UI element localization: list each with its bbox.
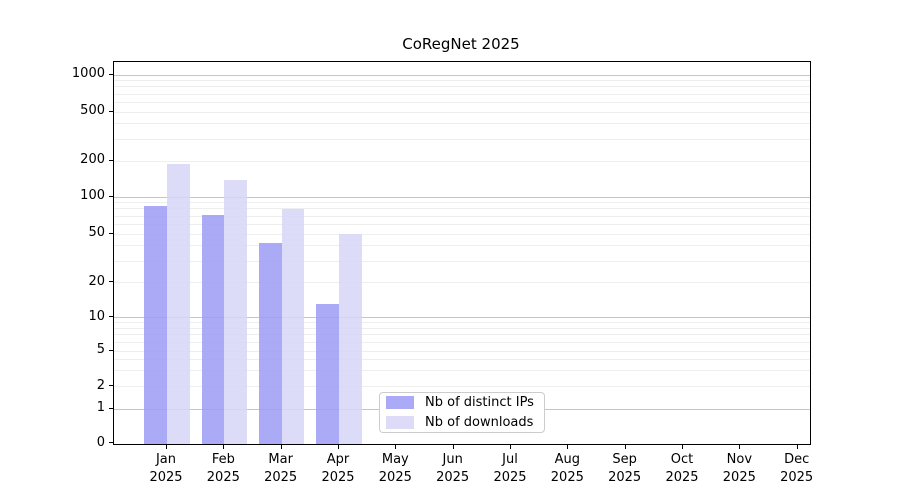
gridline xyxy=(114,334,810,336)
gridline xyxy=(114,317,810,318)
legend-item-distinct-ips: Nb of distinct IPs xyxy=(386,395,538,411)
legend-swatch-downloads xyxy=(386,415,414,429)
y-tick-mark xyxy=(109,385,114,387)
y-tick-mark xyxy=(109,407,114,409)
gridline xyxy=(114,93,810,95)
gridline xyxy=(114,74,810,76)
y-tick-mark xyxy=(109,110,114,112)
x-tick-mark xyxy=(796,444,798,449)
x-tick-label-oct: Oct 2025 xyxy=(665,452,699,485)
gridline xyxy=(114,123,810,125)
y-tick-label: 100 xyxy=(80,188,105,203)
gridline xyxy=(114,260,810,262)
gridline xyxy=(114,350,810,352)
x-tick-label-aug: Aug 2025 xyxy=(550,452,584,485)
gridline xyxy=(114,208,810,210)
y-tick-label: 50 xyxy=(88,225,105,240)
y-tick-mark xyxy=(109,73,114,75)
bar-downloads-feb xyxy=(224,179,248,444)
x-tick-mark xyxy=(166,444,167,449)
gridline xyxy=(114,215,810,217)
x-tick-label-mar: Mar 2025 xyxy=(264,452,298,485)
x-tick-label-dec: Dec 2025 xyxy=(780,452,814,485)
gridline xyxy=(114,370,810,372)
y-tick-label: 500 xyxy=(80,103,105,118)
gridline xyxy=(114,196,810,198)
x-tick-mark xyxy=(567,444,569,449)
x-tick-mark xyxy=(739,444,741,449)
gridline xyxy=(114,386,810,388)
bar-downloads-mar xyxy=(281,208,305,444)
y-tick-mark xyxy=(109,159,114,161)
y-tick-mark xyxy=(109,281,114,283)
y-tick-label: 1000 xyxy=(71,66,105,81)
y-tick-label: 20 xyxy=(88,273,105,289)
y-tick-mark xyxy=(109,195,114,197)
x-tick-label-feb: Feb 2025 xyxy=(206,452,240,485)
gridline xyxy=(114,86,810,88)
gridline xyxy=(114,111,810,113)
x-tick-mark xyxy=(509,444,511,449)
legend-label-distinct-ips: Nb of distinct IPs xyxy=(425,395,534,411)
y-tick-label: 2 xyxy=(96,377,105,393)
bar-distinct-ips-apr xyxy=(316,304,339,444)
bar-distinct-ips-feb xyxy=(201,214,225,444)
legend-label-downloads: Nb of downloads xyxy=(425,414,534,430)
x-tick-mark xyxy=(337,444,339,449)
gridline xyxy=(114,327,810,329)
gridline xyxy=(114,223,810,225)
y-tick-label: 1 xyxy=(96,400,105,416)
y-tick-mark xyxy=(109,442,114,444)
gridline xyxy=(114,233,810,235)
bar-distinct-ips-mar xyxy=(258,243,282,444)
legend: Nb of distinct IPs Nb of downloads xyxy=(379,392,545,433)
x-tick-label-nov: Nov 2025 xyxy=(722,452,756,485)
plot-area xyxy=(113,61,811,445)
y-tick-mark xyxy=(109,232,114,234)
gridline xyxy=(114,245,810,247)
y-tick-label: 10 xyxy=(88,308,105,324)
legend-item-downloads: Nb of downloads xyxy=(386,415,538,431)
x-tick-mark xyxy=(624,444,626,449)
gridline xyxy=(114,202,810,204)
x-tick-label-may: May 2025 xyxy=(378,452,412,485)
gridline xyxy=(114,341,810,343)
x-tick-label-sep: Sep 2025 xyxy=(608,452,642,485)
gridline xyxy=(114,160,810,162)
chart-title: CoRegNet 2025 xyxy=(402,35,520,53)
gridline xyxy=(114,138,810,140)
x-tick-mark xyxy=(223,444,225,449)
x-tick-mark xyxy=(452,444,454,449)
y-tick-label: 0 xyxy=(96,434,105,450)
y-tick-mark xyxy=(109,349,114,351)
x-tick-label-jul: Jul 2025 xyxy=(493,452,527,485)
gridline xyxy=(114,322,810,324)
gridline xyxy=(114,101,810,103)
gridline xyxy=(114,359,810,361)
bar-downloads-jan xyxy=(167,163,190,444)
x-tick-mark xyxy=(681,444,683,449)
gridline xyxy=(114,80,810,82)
x-tick-mark xyxy=(395,444,397,449)
bar-downloads-apr xyxy=(338,234,362,444)
gridline xyxy=(114,282,810,284)
x-tick-label-jan: Jan 2025 xyxy=(149,452,183,485)
y-tick-label: 5 xyxy=(96,342,105,357)
x-tick-label-jun: Jun 2025 xyxy=(436,452,470,485)
x-tick-label-apr: Apr 2025 xyxy=(321,452,355,485)
legend-swatch-distinct-ips xyxy=(386,396,414,410)
bar-distinct-ips-jan xyxy=(144,205,167,444)
x-tick-mark xyxy=(280,444,282,449)
y-tick-mark xyxy=(109,316,114,317)
y-tick-label: 200 xyxy=(80,152,105,167)
